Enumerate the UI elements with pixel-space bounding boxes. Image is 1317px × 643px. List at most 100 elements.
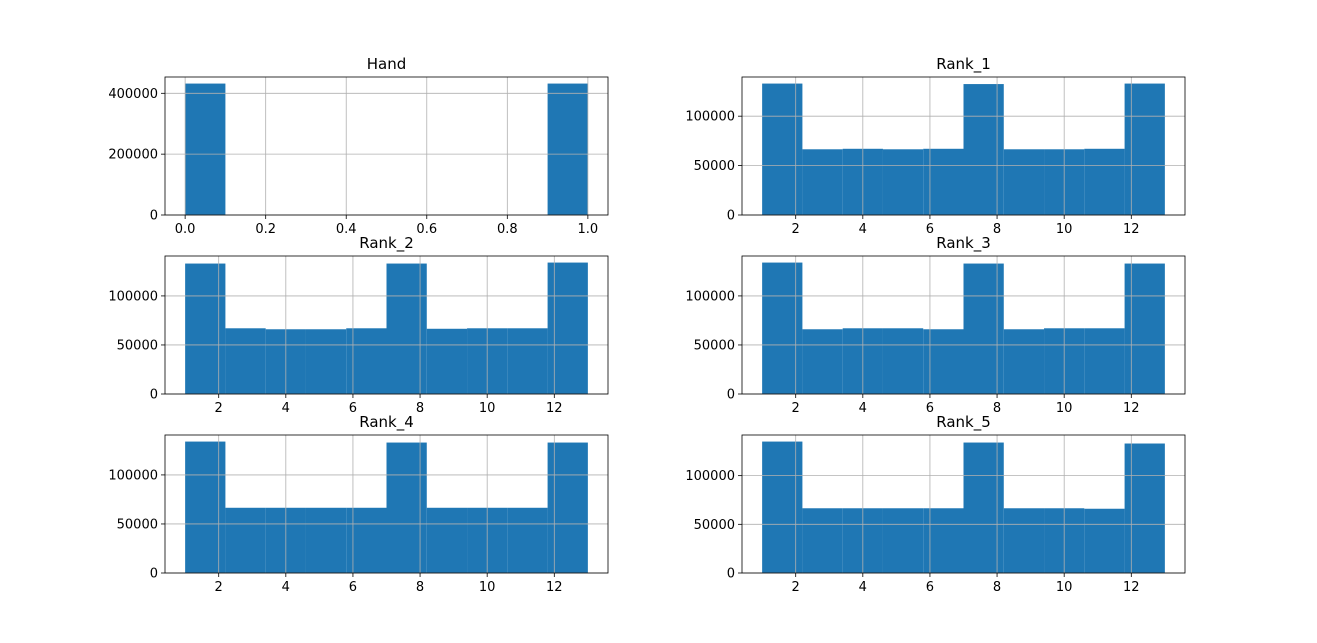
x-tick-label: 6 xyxy=(349,580,357,595)
y-axis: 0 50000 100000 xyxy=(108,289,165,403)
x-tick-label: 4 xyxy=(859,222,867,237)
subplot-title: Rank_3 xyxy=(936,234,991,253)
histogram-bar xyxy=(762,441,803,573)
histogram-bar xyxy=(225,507,266,573)
x-tick-label: 12 xyxy=(1123,222,1140,237)
histogram-bar xyxy=(802,149,843,215)
histogram-bar xyxy=(1124,443,1165,573)
x-tick-label: 10 xyxy=(1056,580,1073,595)
histogram-bar xyxy=(1124,263,1165,394)
x-tick-label: 0.6 xyxy=(416,222,437,237)
x-tick-label: 8 xyxy=(416,401,424,416)
x-tick-label: 8 xyxy=(993,222,1001,237)
y-axis: 0 50000 100000 xyxy=(685,110,742,224)
histogram-bar xyxy=(547,262,588,394)
y-tick-label: 50000 xyxy=(694,518,735,533)
x-tick-label: 2 xyxy=(215,580,223,595)
x-axis: 0.0 0.2 0.4 0.6 0.8 1.0 xyxy=(175,215,598,237)
x-tick-label: 4 xyxy=(282,401,290,416)
histogram-bar xyxy=(1003,149,1045,215)
x-tick-label: 6 xyxy=(926,580,934,595)
x-tick-label: 10 xyxy=(479,401,496,416)
histogram-bar xyxy=(1003,329,1045,394)
y-axis: 0 50000 100000 xyxy=(108,468,165,582)
x-tick-label: 1.0 xyxy=(578,222,599,237)
x-axis: 2 4 6 8 10 12 xyxy=(215,573,563,595)
histogram-bar xyxy=(386,263,427,394)
x-tick-label: 2 xyxy=(792,401,800,416)
axes-frame xyxy=(164,255,609,395)
histogram-bar xyxy=(923,148,964,215)
x-tick-label: 10 xyxy=(479,580,496,595)
x-tick-label: 0.0 xyxy=(175,222,196,237)
x-tick-label: 10 xyxy=(1056,222,1073,237)
histogram-bar xyxy=(1084,328,1125,394)
histogram-bar xyxy=(882,328,924,394)
x-tick-label: 0.2 xyxy=(255,222,276,237)
x-axis: 2 4 6 8 10 12 xyxy=(792,215,1140,237)
histogram-bar xyxy=(547,83,588,215)
histogram-bar xyxy=(426,328,468,394)
x-tick-label: 4 xyxy=(859,580,867,595)
y-tick-label: 0 xyxy=(727,209,735,224)
y-tick-label: 50000 xyxy=(117,517,158,532)
histogram-bar xyxy=(185,441,226,573)
y-tick-label: 50000 xyxy=(694,338,735,353)
histogram-bar xyxy=(802,508,843,573)
histogram-bar xyxy=(882,149,924,215)
histogram-bar xyxy=(426,507,468,573)
histogram-bar xyxy=(802,329,843,394)
y-tick-label: 0 xyxy=(150,567,158,582)
x-tick-label: 8 xyxy=(993,401,1001,416)
subplot-rank-1: 2 4 6 8 10 12 0 50000 100000 Rank_1 xyxy=(685,55,1186,237)
subplot-rank-5: 2 4 6 8 10 12 0 50000 100000 Rank_5 xyxy=(685,413,1186,595)
x-tick-label: 6 xyxy=(349,401,357,416)
x-tick-label: 2 xyxy=(792,580,800,595)
histogram-bar xyxy=(923,508,964,573)
x-axis: 2 4 6 8 10 12 xyxy=(792,573,1140,595)
x-tick-label: 12 xyxy=(546,401,563,416)
axes-frame xyxy=(741,76,1186,216)
x-tick-label: 4 xyxy=(859,401,867,416)
y-tick-label: 50000 xyxy=(694,159,735,174)
histogram-bar xyxy=(762,83,803,215)
subplot-rank-2: 2 4 6 8 10 12 0 50000 100000 Rank_2 xyxy=(108,234,609,416)
y-tick-label: 100000 xyxy=(108,289,158,304)
y-axis: 0 50000 100000 xyxy=(685,289,742,403)
histogram-bar xyxy=(185,83,226,215)
x-tick-label: 2 xyxy=(792,222,800,237)
axes-frame xyxy=(741,434,1186,574)
histogram-bar xyxy=(185,263,226,394)
histogram-bar xyxy=(386,442,427,573)
histogram-bar xyxy=(346,328,387,394)
y-axis: 0 200000 400000 xyxy=(108,87,165,224)
axes-frame xyxy=(741,255,1186,395)
x-tick-label: 0.4 xyxy=(336,222,357,237)
y-tick-label: 100000 xyxy=(685,289,735,304)
x-tick-label: 12 xyxy=(1123,580,1140,595)
histogram-bar xyxy=(963,442,1004,573)
histogram-bar xyxy=(507,328,548,394)
x-tick-label: 12 xyxy=(1123,401,1140,416)
subplot-title: Rank_1 xyxy=(936,55,991,74)
subplot-title: Hand xyxy=(367,55,407,73)
subplot-title: Rank_5 xyxy=(936,413,991,432)
x-axis: 2 4 6 8 10 12 xyxy=(215,394,563,416)
histogram-bar xyxy=(305,507,347,573)
x-tick-label: 0.8 xyxy=(497,222,518,237)
x-tick-label: 2 xyxy=(215,401,223,416)
y-tick-label: 100000 xyxy=(108,468,158,483)
histogram-bar xyxy=(346,507,387,573)
x-tick-label: 6 xyxy=(926,222,934,237)
y-tick-label: 0 xyxy=(727,388,735,403)
histogram-bar xyxy=(225,328,266,394)
subplot-rank-3: 2 4 6 8 10 12 0 50000 100000 Rank_3 xyxy=(685,234,1186,416)
subplot-title: Rank_2 xyxy=(359,234,414,253)
y-tick-label: 0 xyxy=(150,209,158,224)
histogram-bar xyxy=(762,262,803,394)
x-axis: 2 4 6 8 10 12 xyxy=(792,394,1140,416)
y-tick-label: 50000 xyxy=(117,338,158,353)
grid-lines xyxy=(165,77,608,216)
